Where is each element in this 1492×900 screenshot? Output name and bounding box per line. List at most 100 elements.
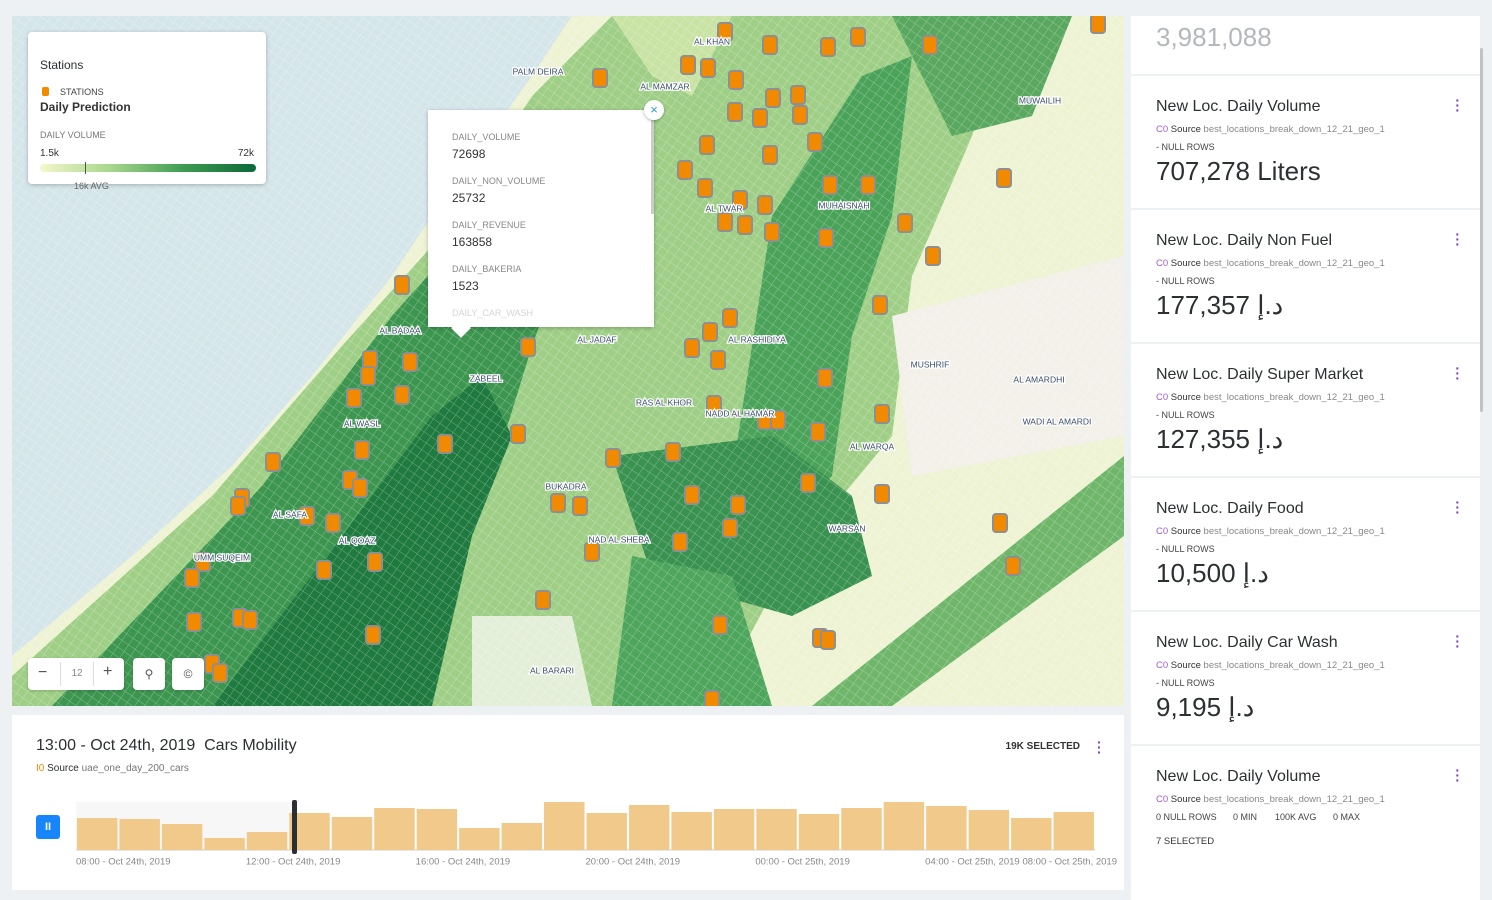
source-label: Source xyxy=(47,763,79,774)
station-marker xyxy=(712,615,728,635)
zoom-in[interactable]: + xyxy=(103,663,113,680)
station-marker xyxy=(572,496,588,516)
station-marker xyxy=(717,22,733,42)
histogram-bar xyxy=(798,814,840,850)
station-marker xyxy=(700,58,716,78)
ts-time: 13:00 - Oct 24th, 2019 xyxy=(36,737,196,754)
histogram-bar xyxy=(77,818,118,850)
station-marker xyxy=(800,473,816,493)
widget-stat: 0 MIN xyxy=(1233,812,1258,822)
layer-label: STATIONS xyxy=(60,87,104,97)
popup-field-name: DAILY_REVENUE xyxy=(452,220,526,230)
search-button[interactable]: ⚲ xyxy=(133,658,165,690)
station-marker xyxy=(605,448,621,468)
station-marker xyxy=(770,410,786,430)
range-handle xyxy=(292,800,297,854)
histogram-bar xyxy=(926,806,967,850)
widget-stat: 0 MAX xyxy=(1333,812,1361,822)
station-marker xyxy=(584,542,600,562)
ts-selected: 19K SELECTED xyxy=(1005,741,1080,752)
station-marker xyxy=(402,352,418,372)
widget-menu[interactable]: · · · xyxy=(1455,226,1460,252)
variable-label: DAILY VOLUME xyxy=(40,130,106,140)
popup-field-value: 163858 xyxy=(452,235,493,249)
legend: Stations STATIONS Daily Prediction DAILY… xyxy=(28,32,266,191)
source-name: uae_one_day_200_cars xyxy=(81,763,189,774)
widget-title: New Loc. Daily Car Wash xyxy=(1156,634,1338,651)
station-marker xyxy=(872,295,888,315)
widgets-panel: 3,981,088 New Loc. Daily Volume · · · C0 Sou… xyxy=(1131,16,1480,900)
widget-menu[interactable]: · · · xyxy=(1455,494,1460,520)
station-marker xyxy=(790,85,806,105)
station-marker xyxy=(437,434,453,454)
widget-stat: 0 NULL ROWS xyxy=(1156,812,1217,822)
zoom-out[interactable]: − xyxy=(38,664,48,681)
source-label: Source xyxy=(1170,124,1201,135)
histogram-bar xyxy=(161,824,203,850)
scrollbar[interactable] xyxy=(1480,48,1483,412)
station-marker xyxy=(727,102,743,122)
widget-menu[interactable]: · · · xyxy=(1455,628,1460,654)
widget-menu[interactable]: · · · xyxy=(1455,360,1460,386)
station-marker xyxy=(792,105,808,125)
unselected-range xyxy=(76,802,295,850)
widget-title: New Loc. Daily Super Market xyxy=(1156,366,1364,383)
widget-value: 9,195 د.إ xyxy=(1156,692,1255,722)
station-marker xyxy=(874,404,890,424)
place-label: NAD AL SHEBA xyxy=(588,534,649,544)
histogram-bar xyxy=(119,819,160,850)
x-tick-label: 20:00 - Oct 24th, 2019 xyxy=(586,857,681,868)
station-marker xyxy=(765,88,781,108)
station-marker xyxy=(717,212,733,232)
station-marker xyxy=(186,612,202,632)
source-name: best_locations_break_down_12_21_geo_1 xyxy=(1203,258,1385,269)
station-marker xyxy=(684,338,700,358)
histogram-bar xyxy=(841,808,882,850)
place-label: MUHAISNAH xyxy=(818,200,869,210)
source-id: C0 xyxy=(1156,660,1169,671)
place-label: AL TWAR xyxy=(706,203,743,213)
x-tick-label: 16:00 - Oct 24th, 2019 xyxy=(416,857,511,868)
widget-source: C0 Source best_locations_break_down_12_2… xyxy=(1156,794,1385,805)
widget-menu[interactable]: · · · xyxy=(1455,92,1460,118)
widget-menu[interactable]: · · · xyxy=(1097,734,1102,760)
widget-title: New Loc. Daily Volume xyxy=(1156,98,1321,115)
widget-source: C0 Source best_locations_break_down_12_2… xyxy=(1156,660,1385,671)
source-id: C0 xyxy=(1156,526,1169,537)
place-label: AL BADAA xyxy=(379,325,421,335)
popup-close[interactable]: × xyxy=(644,100,664,120)
place-label: ZABEEL xyxy=(470,373,503,383)
map-panel[interactable]: AL KHAN PALM DEIRA AL MAMZAR MUWAILIH AL TWA… xyxy=(12,16,1124,706)
station-marker xyxy=(394,385,410,405)
station-marker xyxy=(706,395,722,415)
widget-card: New Loc. Daily Car Wash · · · C0 Source best… xyxy=(1131,612,1480,744)
place-label: AL AMARDHI xyxy=(1013,374,1064,384)
widget-card: New Loc. Daily Volume · · · C0 Source best_l… xyxy=(1131,746,1480,900)
x-tick-label: 00:00 - Oct 25th, 2019 xyxy=(755,857,850,868)
place-label: AL SAFA xyxy=(273,509,308,519)
place-label: WARSAN xyxy=(829,523,866,533)
popup-field-name: DAILY_VOLUME xyxy=(452,132,521,142)
ts-source: I0 Source uae_one_day_200_cars xyxy=(36,763,189,774)
widget-menu[interactable]: · · · xyxy=(1455,762,1460,788)
source-name: best_locations_break_down_12_21_geo_1 xyxy=(1203,392,1385,403)
widget-source: C0 Source best_locations_break_down_12_2… xyxy=(1156,526,1385,537)
widget-value: 3,981,088 xyxy=(1156,22,1272,52)
histogram-bar xyxy=(628,805,670,850)
station-marker xyxy=(922,35,938,55)
source-label: Source xyxy=(1170,392,1201,403)
station-marker xyxy=(550,493,566,513)
station-marker xyxy=(184,568,200,588)
station-marker xyxy=(672,532,688,552)
attribution-button[interactable]: © xyxy=(172,658,204,690)
widget-title: New Loc. Daily Non Fuel xyxy=(1156,232,1333,249)
avg-marker xyxy=(85,162,86,174)
station-marker xyxy=(354,440,370,460)
pause-button[interactable]: II xyxy=(36,815,60,839)
station-marker xyxy=(757,195,773,215)
station-marker xyxy=(762,35,778,55)
null-rows: - NULL ROWS xyxy=(1156,276,1215,286)
station-marker xyxy=(699,135,715,155)
widget-card: New Loc. Daily Non Fuel · · · C0 Source best… xyxy=(1131,210,1480,342)
histogram-bar xyxy=(289,813,330,850)
